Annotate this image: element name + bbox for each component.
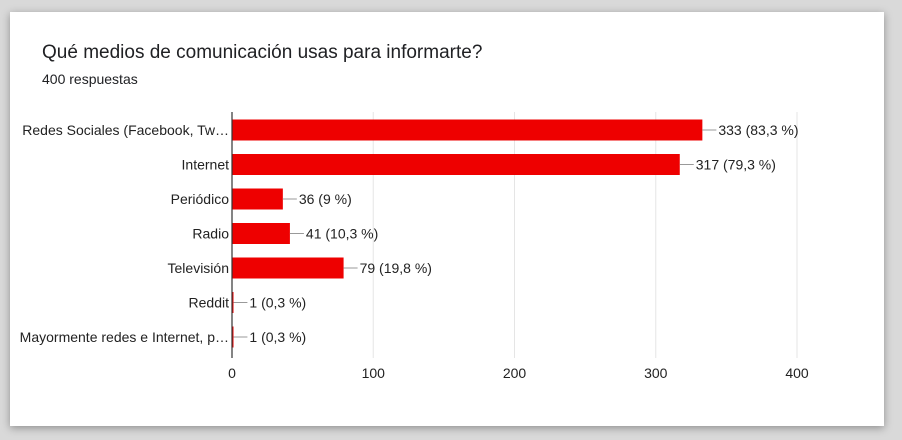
bar — [232, 326, 234, 348]
x-tick-label: 400 — [785, 365, 809, 381]
category-label: Periódico — [171, 191, 230, 207]
data-label: 1 (0,3 %) — [249, 295, 306, 311]
chart-card: Qué medios de comunicación usas para inf… — [10, 12, 884, 426]
bar — [232, 292, 234, 313]
bar-chart: 0 100 200 300 400 Redes Sociales (Facebook, T… — [20, 112, 809, 381]
x-tick-label: 0 — [228, 365, 236, 381]
category-label: Mayormente redes e Internet, p… — [20, 329, 229, 345]
category-label: Internet — [182, 157, 230, 173]
bar — [232, 154, 680, 175]
bar — [232, 188, 283, 210]
bar — [232, 257, 344, 279]
data-label: 36 (9 %) — [299, 191, 352, 207]
chart-title: Qué medios de comunicación usas para inf… — [42, 42, 483, 63]
data-label: 41 (10,3 %) — [306, 226, 378, 242]
response-count: 400 respuestas — [42, 71, 138, 87]
category-label: Radio — [192, 226, 229, 242]
x-tick-label: 300 — [644, 365, 668, 381]
category-label: Televisión — [168, 260, 229, 276]
data-label: 333 (83,3 %) — [718, 122, 798, 138]
category-label: Reddit — [189, 295, 230, 311]
data-label: 1 (0,3 %) — [249, 329, 306, 345]
category-label: Redes Sociales (Facebook, Tw… — [22, 122, 229, 138]
bar — [232, 223, 290, 244]
bar — [232, 119, 703, 141]
data-label: 317 (79,3 %) — [696, 157, 776, 173]
x-tick-label: 100 — [362, 365, 386, 381]
data-label: 79 (19,8 %) — [360, 260, 432, 276]
x-tick-label: 200 — [503, 365, 527, 381]
